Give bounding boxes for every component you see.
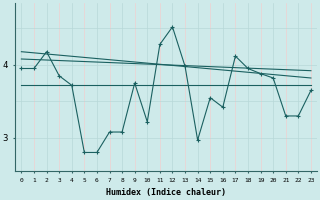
X-axis label: Humidex (Indice chaleur): Humidex (Indice chaleur) xyxy=(106,188,226,197)
